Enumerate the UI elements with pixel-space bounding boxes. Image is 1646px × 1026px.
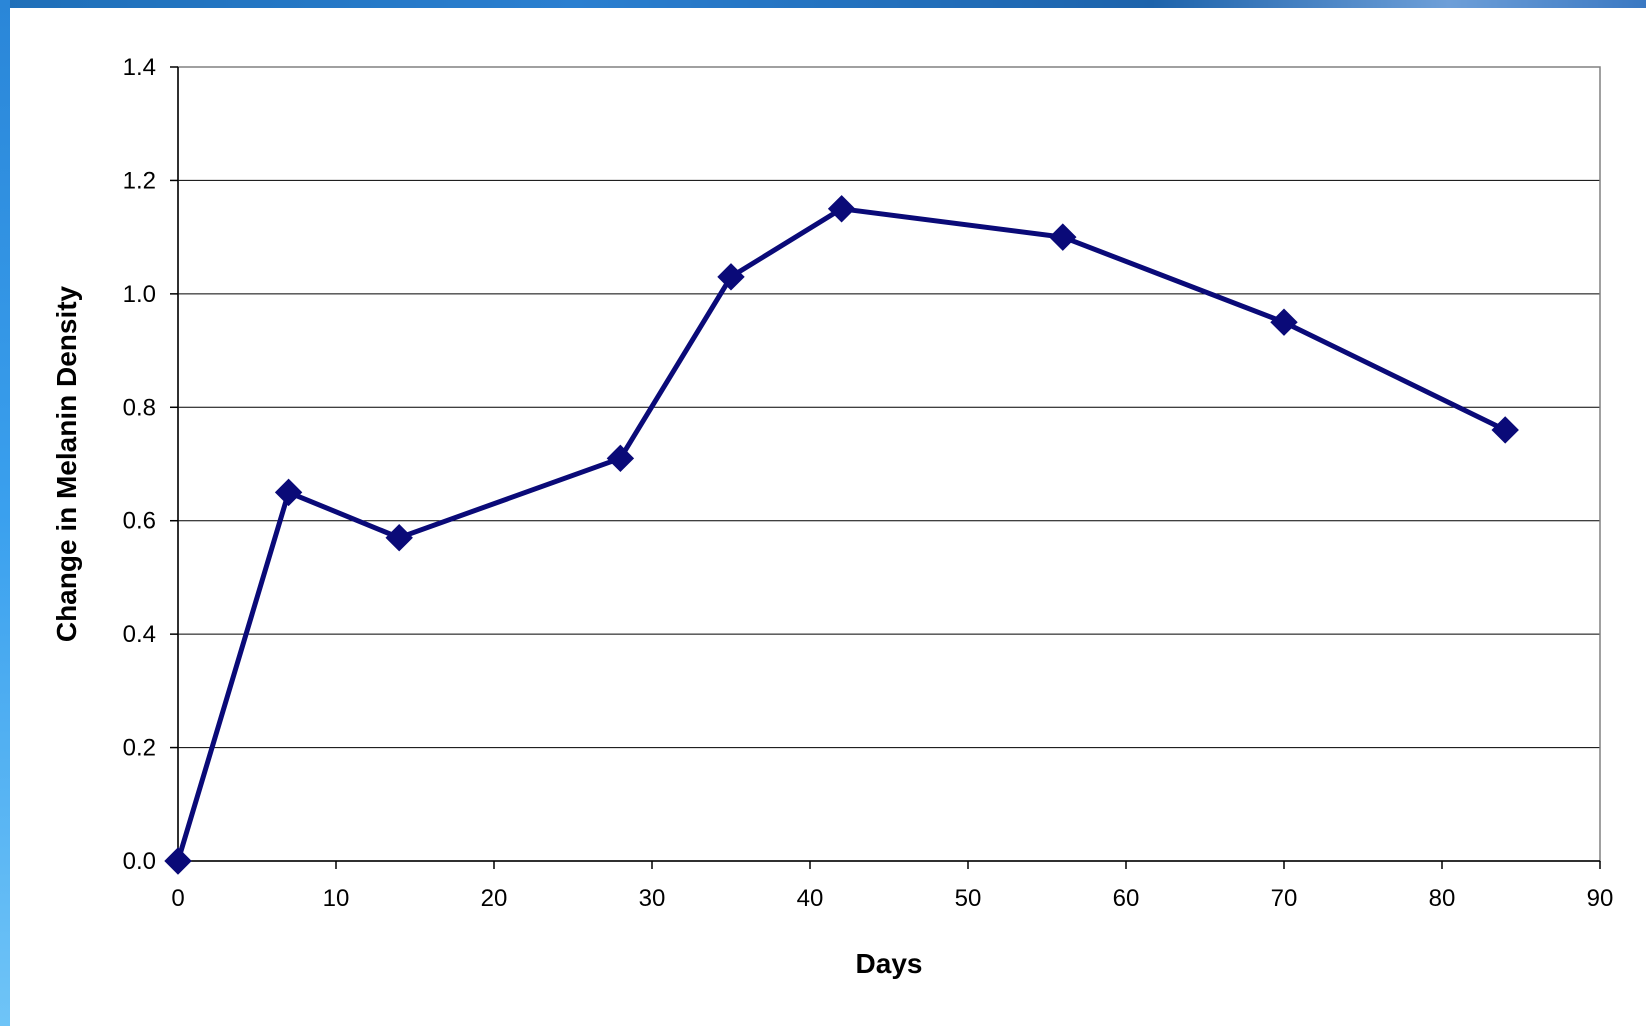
x-tick-label: 70 (1271, 885, 1298, 912)
series-line (175, 206, 1508, 864)
tick-labels: 0.0 0.2 0.4 0.6 0.8 1.0 1.2 1.4 0 10 20 30 40 50 60 70 8… (123, 54, 1614, 912)
y-tick-label: 1.0 (123, 281, 156, 308)
y-tick-label: 0.6 (123, 508, 156, 535)
series-layer (164, 195, 1519, 875)
data-point-marker (274, 478, 303, 507)
data-point-marker (717, 263, 745, 291)
x-tick-label: 30 (639, 885, 666, 912)
y-tick-label: 0.8 (123, 394, 156, 421)
left-decorative-band (0, 0, 10, 1026)
data-point-marker (385, 524, 413, 552)
x-tick-label: 80 (1429, 885, 1456, 912)
plot-area-border (177, 66, 1601, 862)
data-point-marker (164, 847, 192, 875)
x-tick-label: 50 (955, 885, 982, 912)
data-point-marker (606, 444, 635, 473)
x-tick-label: 60 (1113, 885, 1140, 912)
x-tick-label: 40 (797, 885, 824, 912)
y-tick-label: 1.4 (123, 54, 156, 81)
x-tick-label: 10 (323, 885, 350, 912)
data-point-marker (1270, 308, 1298, 336)
x-tick-label: 90 (1587, 885, 1614, 912)
y-tick-label: 0.4 (123, 621, 156, 648)
top-decorative-band (0, 0, 1646, 8)
x-tick-label: 20 (481, 885, 508, 912)
y-tick-label: 1.2 (123, 167, 156, 194)
gridlines (178, 66, 1600, 749)
data-point-marker (1049, 223, 1077, 251)
data-point-marker (827, 195, 856, 223)
data-point-marker (1491, 416, 1519, 444)
axes (170, 66, 1601, 869)
y-axis-title: Change in Melanin Density (51, 285, 82, 642)
x-tick-label: 0 (171, 885, 184, 912)
y-tick-label: 0.0 (123, 848, 156, 875)
y-tick-label: 0.2 (123, 735, 156, 762)
x-axis-title: Days (856, 948, 923, 979)
